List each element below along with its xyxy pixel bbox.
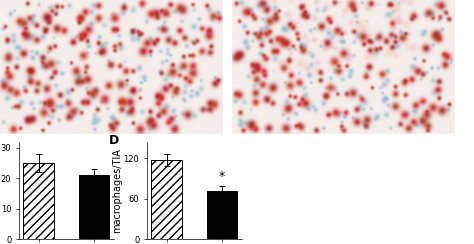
Bar — [79, 175, 109, 239]
Bar — [207, 191, 237, 239]
Bar — [151, 160, 182, 239]
Text: *: * — [219, 170, 225, 183]
Text: D: D — [109, 134, 119, 147]
Y-axis label: macrophages/TIA: macrophages/TIA — [112, 148, 122, 233]
Bar — [23, 163, 54, 239]
